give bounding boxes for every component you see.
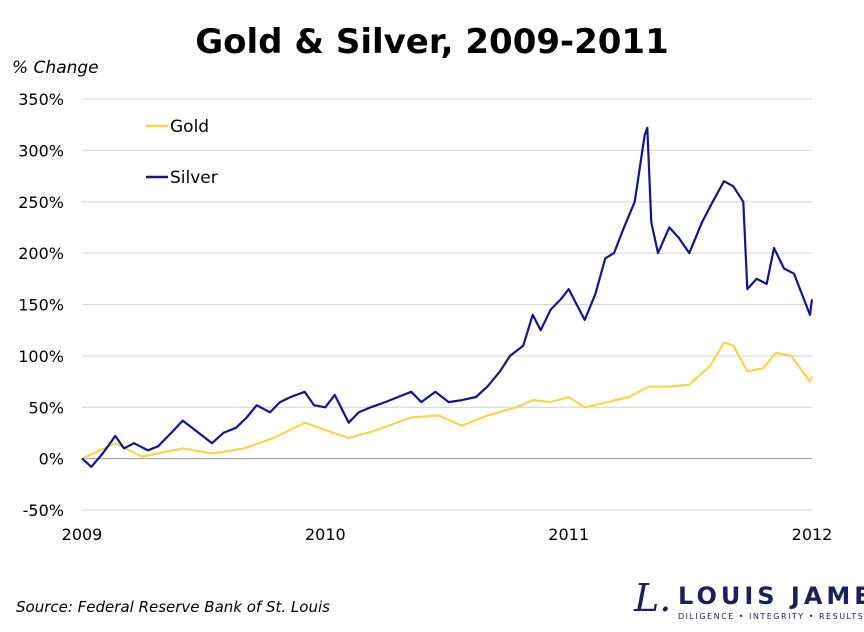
x-tick-label: 2010 bbox=[305, 525, 346, 544]
y-tick-label: 250% bbox=[18, 193, 64, 212]
logo-tagline: DILIGENCE • INTEGRITY • RESULTS bbox=[678, 612, 864, 621]
series-line-silver bbox=[81, 126, 814, 468]
y-tick-label: 350% bbox=[18, 90, 64, 109]
logo-name: LOUIS JAMES bbox=[678, 582, 864, 610]
y-tick-label: 100% bbox=[18, 347, 64, 366]
y-tick-label: -50% bbox=[23, 501, 64, 520]
logo-mark: L. bbox=[634, 576, 672, 620]
y-tick-label: 300% bbox=[18, 141, 64, 160]
source-note: Source: Federal Reserve Bank of St. Loui… bbox=[16, 598, 330, 616]
series-line-gold bbox=[81, 341, 814, 460]
legend-label-gold: Gold bbox=[170, 117, 209, 137]
legend-label-silver: Silver bbox=[170, 168, 218, 188]
x-tick-label: 2009 bbox=[62, 525, 103, 544]
y-tick-label: 50% bbox=[28, 398, 64, 417]
y-axis-label: % Change bbox=[12, 58, 99, 78]
chart-title: Gold & Silver, 2009-2011 bbox=[195, 22, 669, 62]
y-tick-label: 0% bbox=[39, 450, 64, 469]
x-tick-label: 2011 bbox=[548, 525, 589, 544]
y-tick-label: 200% bbox=[18, 244, 64, 263]
x-tick-label: 2012 bbox=[792, 525, 833, 544]
y-tick-label: 150% bbox=[18, 296, 64, 315]
